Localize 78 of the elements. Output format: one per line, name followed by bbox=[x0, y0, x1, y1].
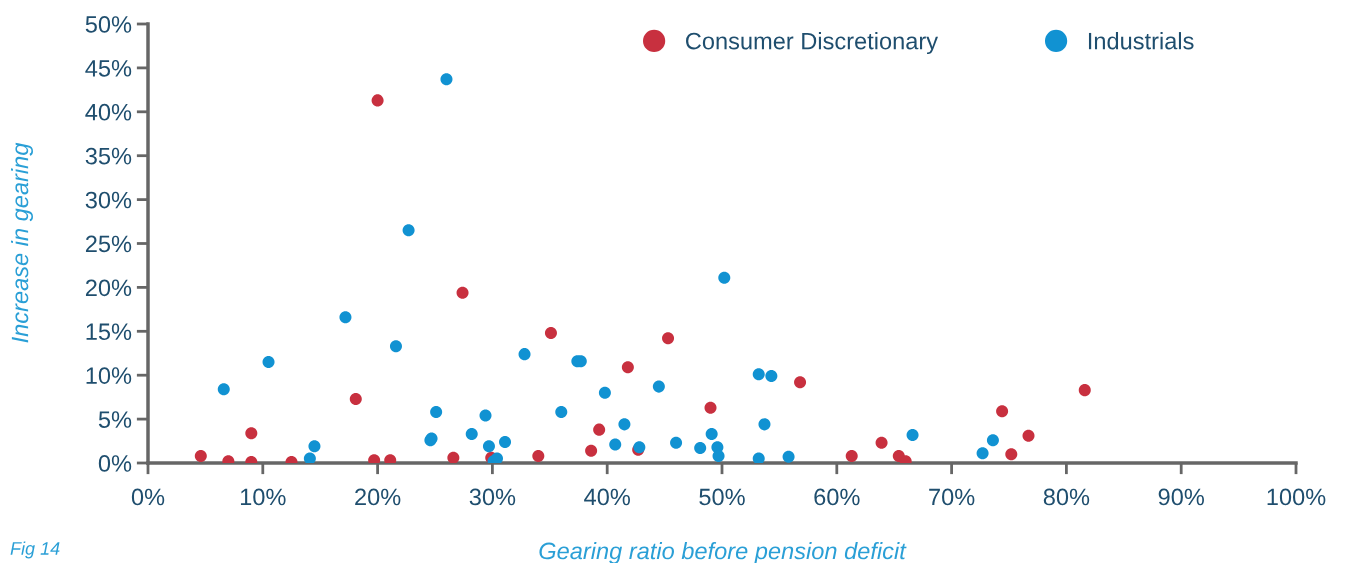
point bbox=[479, 409, 492, 422]
y-tick-label: 0% bbox=[98, 455, 132, 472]
y-tick-label: 15% bbox=[86, 323, 132, 341]
point bbox=[662, 332, 675, 345]
x-tick-label: 70% bbox=[929, 488, 975, 506]
point bbox=[752, 368, 765, 381]
point bbox=[670, 436, 683, 449]
point bbox=[704, 401, 717, 414]
point bbox=[976, 447, 989, 460]
point bbox=[652, 380, 665, 393]
y-tick-label: 50% bbox=[85, 16, 132, 33]
point bbox=[245, 427, 258, 440]
point bbox=[440, 73, 453, 86]
point bbox=[618, 418, 631, 431]
point bbox=[447, 451, 460, 463]
y-tick-label: 5% bbox=[98, 411, 132, 428]
x-tick-label: 90% bbox=[1158, 488, 1204, 506]
point bbox=[986, 434, 999, 447]
point bbox=[555, 406, 568, 419]
x-tick-label: 20% bbox=[355, 488, 401, 506]
point bbox=[1022, 429, 1035, 442]
legend-label: Industrials bbox=[1088, 32, 1194, 50]
y-tick-label: 10% bbox=[86, 367, 132, 384]
point bbox=[718, 271, 731, 284]
x-tick-label: 40% bbox=[584, 488, 630, 506]
point bbox=[621, 361, 634, 374]
x-tick-label: 100% bbox=[1267, 488, 1326, 506]
point bbox=[430, 406, 443, 419]
y-tick-label: 20% bbox=[85, 279, 132, 297]
x-tick-label: 60% bbox=[814, 488, 860, 506]
point bbox=[262, 356, 275, 369]
point bbox=[1078, 384, 1091, 397]
point bbox=[694, 442, 707, 455]
point bbox=[217, 383, 230, 396]
x-tick-label: 30% bbox=[469, 488, 516, 506]
point bbox=[339, 311, 352, 324]
y-tick-label: 25% bbox=[85, 235, 132, 253]
point bbox=[308, 440, 321, 453]
point bbox=[794, 376, 807, 389]
point bbox=[349, 392, 362, 405]
caption: Fig 14 bbox=[10, 541, 60, 559]
point bbox=[465, 428, 478, 441]
x-tick-label: 80% bbox=[1043, 488, 1090, 506]
point bbox=[544, 327, 557, 340]
point bbox=[194, 449, 207, 462]
y-tick-label: 45% bbox=[85, 60, 132, 77]
point bbox=[782, 450, 795, 463]
point bbox=[499, 435, 512, 448]
x-tick-label: 50% bbox=[699, 488, 745, 506]
x-tick-label: 0% bbox=[131, 488, 165, 506]
point bbox=[752, 452, 765, 463]
point bbox=[303, 452, 316, 463]
point bbox=[402, 224, 415, 237]
point bbox=[845, 449, 858, 462]
y-tick-label: 35% bbox=[85, 147, 132, 165]
point bbox=[593, 423, 606, 436]
point bbox=[765, 370, 778, 383]
point bbox=[585, 444, 598, 457]
point bbox=[532, 449, 545, 462]
point bbox=[456, 286, 469, 299]
point bbox=[758, 418, 771, 431]
legend-label: Consumer Discretionary bbox=[686, 32, 939, 55]
point bbox=[482, 440, 495, 453]
point bbox=[598, 386, 611, 399]
point bbox=[518, 348, 531, 361]
point bbox=[389, 340, 402, 353]
y-axis-title: Increase in gearing bbox=[11, 142, 33, 343]
point bbox=[875, 436, 888, 449]
point bbox=[705, 428, 718, 441]
point bbox=[906, 428, 919, 441]
y-tick-label: 40% bbox=[85, 103, 132, 121]
point bbox=[996, 405, 1009, 418]
point bbox=[609, 438, 622, 451]
point bbox=[1005, 448, 1018, 461]
x-tick-label: 10% bbox=[240, 488, 286, 506]
point bbox=[371, 94, 384, 107]
point bbox=[490, 452, 504, 463]
y-tick-label: 30% bbox=[85, 191, 132, 209]
